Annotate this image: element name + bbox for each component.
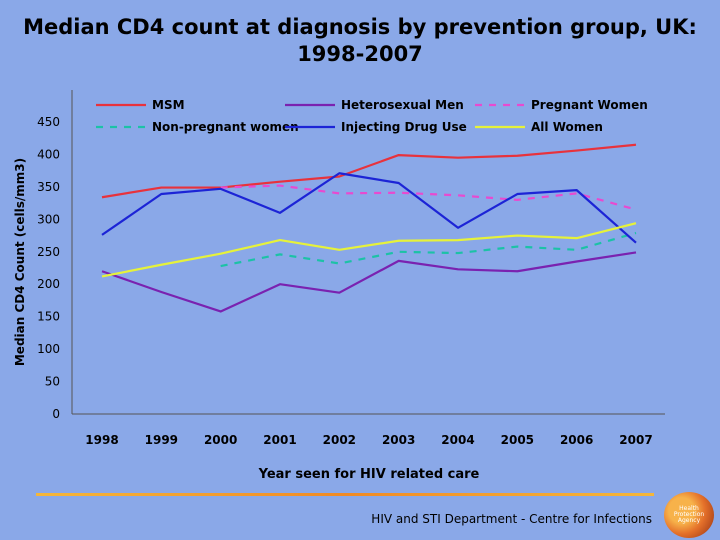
series-lines	[101, 143, 637, 313]
y-tick-label: 200	[37, 277, 60, 291]
y-tick-label: 450	[37, 115, 60, 129]
legend-label: All Women	[531, 120, 603, 134]
y-tick-label: 50	[45, 375, 60, 389]
x-tick-label: 2000	[204, 433, 237, 447]
line-chart: 0 50 100 150 200 250 300 350 400 450 1998 1999 2000…	[13, 90, 665, 482]
footer-credit: HIV and STI Department - Centre for Infe…	[371, 512, 652, 526]
chart-title-line-1: Median CD4 count at diagnosis by prevent…	[23, 15, 697, 39]
footer-divider	[36, 493, 654, 496]
agency-logo: Health Protection Agency	[664, 492, 714, 538]
y-tick-label: 150	[37, 310, 60, 324]
y-tick-label: 300	[37, 212, 60, 226]
legend-label: Heterosexual Men	[341, 98, 464, 112]
x-tick-label: 2003	[382, 433, 415, 447]
legend-label: Non-pregnant women	[152, 120, 299, 134]
series-line-injecting-drug-use	[101, 172, 637, 244]
chart-axes	[71, 90, 665, 415]
y-tick-label: 0	[52, 407, 60, 421]
series-line-heterosexual-men	[101, 251, 637, 313]
chart-title: Median CD4 count at diagnosis by prevent…	[0, 14, 720, 68]
x-tick-label: 2005	[501, 433, 534, 447]
y-axis-label: Median CD4 Count (cells/mm3)	[13, 158, 27, 366]
chart-title-line-2: 1998-2007	[297, 42, 423, 66]
series-line-msm	[101, 143, 637, 199]
series-line-non-pregnant-women	[220, 231, 637, 268]
legend-label: Injecting Drug Use	[341, 120, 467, 134]
chart-legend: MSM Heterosexual Men Pregnant Women Non-pre…	[96, 98, 648, 134]
y-tick-label: 400	[37, 147, 60, 161]
logo-line-1: Health	[679, 505, 699, 512]
x-axis-label: Year seen for HIV related care	[258, 467, 480, 482]
legend-label: Pregnant Women	[531, 98, 648, 112]
x-tick-label: 2007	[619, 433, 652, 447]
y-tick-label: 100	[37, 342, 60, 356]
y-tick-label: 350	[37, 180, 60, 194]
x-tick-label: 2001	[263, 433, 296, 447]
x-tick-label: 1999	[145, 433, 178, 447]
x-tick-labels: 1998 1999 2000 2001 2002 2003 2004 2005 2006 2007	[85, 433, 652, 447]
x-tick-label: 1998	[85, 433, 118, 447]
y-tick-labels: 0 50 100 150 200 250 300 350 400 450	[37, 115, 60, 421]
x-tick-label: 2006	[560, 433, 593, 447]
x-tick-label: 2004	[441, 433, 474, 447]
series-line-all-women	[101, 222, 637, 278]
legend-label: MSM	[152, 98, 185, 112]
x-tick-label: 2002	[323, 433, 356, 447]
y-tick-label: 250	[37, 245, 60, 259]
logo-line-3: Agency	[677, 517, 701, 524]
logo-line-2: Protection	[673, 511, 705, 518]
